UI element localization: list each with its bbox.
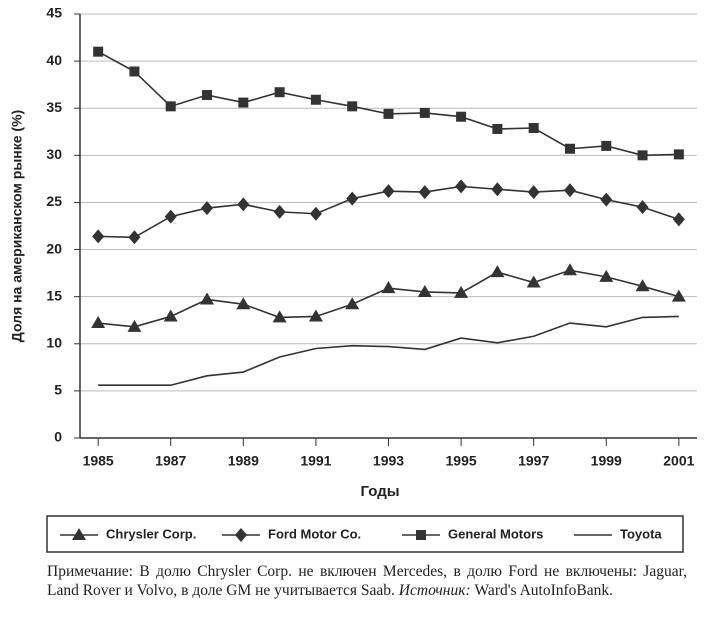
- marker: [128, 230, 141, 245]
- marker: [673, 149, 684, 160]
- legend-label: Ford Motor Co.: [268, 526, 361, 541]
- marker: [562, 263, 577, 276]
- x-tick-label: 1987: [155, 453, 186, 469]
- marker: [237, 197, 250, 212]
- marker: [202, 90, 213, 101]
- x-tick-label: 1985: [83, 453, 114, 469]
- marker: [381, 281, 396, 294]
- y-tick-label: 25: [46, 193, 62, 209]
- marker: [309, 206, 322, 221]
- marker: [636, 200, 649, 215]
- legend-box: [46, 515, 684, 553]
- marker: [200, 292, 215, 305]
- marker: [274, 87, 285, 98]
- marker: [600, 192, 613, 207]
- marker: [72, 528, 86, 540]
- y-tick-label: 35: [46, 99, 62, 115]
- marker: [272, 310, 287, 323]
- marker: [635, 279, 650, 292]
- marker: [527, 185, 540, 200]
- source-label: Источник:: [398, 582, 471, 599]
- marker: [310, 94, 321, 105]
- x-tick-label: 1991: [300, 453, 331, 469]
- y-tick-label: 30: [46, 146, 62, 162]
- marker: [491, 182, 504, 197]
- marker: [455, 179, 468, 194]
- marker: [129, 66, 140, 77]
- marker: [637, 150, 648, 161]
- marker: [93, 46, 104, 57]
- marker: [165, 101, 176, 112]
- marker: [163, 309, 178, 322]
- y-tick-label: 5: [54, 382, 62, 398]
- marker: [456, 111, 467, 122]
- marker: [563, 183, 576, 198]
- x-tick-label: 1993: [373, 453, 404, 469]
- marker: [492, 123, 503, 134]
- marker: [92, 229, 105, 244]
- x-tick-label: 1997: [518, 453, 549, 469]
- series-line: [98, 315, 679, 387]
- marker: [418, 185, 431, 200]
- x-tick-label: 2001: [663, 453, 694, 469]
- marker: [672, 212, 685, 227]
- legend-label: Toyota: [620, 526, 662, 541]
- note-text: Примечание: В долю Chrysler Corp. не вкл…: [47, 563, 687, 599]
- marker: [671, 289, 686, 302]
- marker: [454, 285, 469, 298]
- marker: [419, 107, 430, 118]
- marker: [599, 269, 614, 282]
- y-axis-label: Доля на американском рынке (%): [9, 110, 25, 342]
- marker: [308, 309, 323, 322]
- marker: [490, 265, 505, 278]
- marker: [601, 140, 612, 151]
- y-tick-label: 15: [46, 287, 62, 303]
- series-line: [98, 269, 680, 328]
- x-tick-label: 1989: [228, 453, 259, 469]
- marker: [164, 209, 177, 224]
- marker: [526, 275, 541, 288]
- series-line: [97, 50, 679, 157]
- marker: [382, 184, 395, 199]
- marker: [345, 297, 360, 310]
- marker: [383, 108, 394, 119]
- chart: Доля на американском рынке (%) Годы 0 5 10…: [9, 5, 697, 553]
- marker: [417, 284, 432, 297]
- marker: [564, 143, 575, 154]
- y-tick-label: 10: [46, 334, 62, 350]
- marker: [528, 123, 539, 134]
- legend-label: General Motors: [448, 526, 543, 541]
- marker: [238, 97, 249, 108]
- marker: [347, 101, 358, 112]
- marker: [91, 316, 106, 329]
- marker: [235, 528, 247, 542]
- y-tick-label: 0: [54, 429, 62, 445]
- y-tick-label: 20: [46, 240, 62, 256]
- marker: [236, 297, 251, 310]
- marker: [201, 201, 214, 216]
- marker: [346, 191, 359, 206]
- y-tick-label: 45: [46, 5, 62, 21]
- note: Примечание: В долю Chrysler Corp. не вкл…: [47, 562, 687, 600]
- marker: [416, 530, 426, 540]
- x-tick-label: 1995: [446, 453, 477, 469]
- x-tick-label: 1999: [591, 453, 622, 469]
- source: Ward's AutoInfoBank.: [474, 582, 613, 599]
- y-tick-label: 40: [46, 52, 62, 68]
- marker: [273, 204, 286, 219]
- x-axis-label: Годы: [360, 483, 399, 500]
- legend-label: Chrysler Corp.: [106, 526, 196, 541]
- marker: [127, 319, 142, 332]
